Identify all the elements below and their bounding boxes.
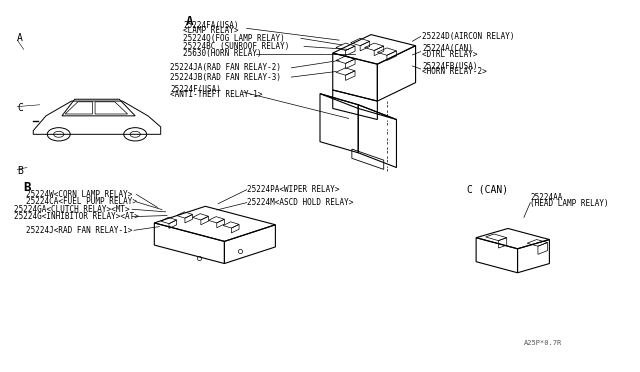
Text: 25224G<INHIBITOR RELAY><AT>: 25224G<INHIBITOR RELAY><AT>: [14, 212, 139, 221]
Text: (HEAD LAMP RELAY): (HEAD LAMP RELAY): [531, 199, 609, 208]
Text: 25630(HORN RELAY): 25630(HORN RELAY): [183, 49, 262, 58]
Text: B: B: [24, 181, 31, 194]
Text: <HORN RELAY-2>: <HORN RELAY-2>: [422, 67, 486, 76]
Text: 25224M<ASCD HOLD RELAY>: 25224M<ASCD HOLD RELAY>: [246, 198, 353, 207]
Text: 25224W<CORN LAMP RELAY>: 25224W<CORN LAMP RELAY>: [26, 190, 132, 199]
Text: 25224FA(USA): 25224FA(USA): [183, 21, 239, 30]
Text: 25224PA<WIPER RELAY>: 25224PA<WIPER RELAY>: [246, 185, 339, 194]
Text: 25224FB(USA): 25224FB(USA): [422, 61, 477, 71]
Text: 25224CA<FUEL PUMP RELAY>: 25224CA<FUEL PUMP RELAY>: [26, 198, 136, 206]
Text: <ANTI-THEFT RELAY-1>: <ANTI-THEFT RELAY-1>: [170, 90, 263, 99]
Text: C (CAN): C (CAN): [467, 185, 508, 195]
Text: 25224BC (SUNROOF RELAY): 25224BC (SUNROOF RELAY): [183, 42, 289, 51]
Text: B: B: [17, 166, 23, 176]
Text: 25224GA<CLUTCH RELAY><MT>: 25224GA<CLUTCH RELAY><MT>: [14, 205, 130, 214]
Text: A: A: [186, 15, 194, 28]
Text: 25224D(AIRCON RELAY): 25224D(AIRCON RELAY): [422, 32, 515, 41]
Text: A: A: [17, 33, 23, 43]
Text: <LAMP RELAY>: <LAMP RELAY>: [183, 26, 239, 35]
Text: 25224F(USA): 25224F(USA): [170, 85, 221, 94]
Text: 25224J<RAD FAN RELAY-1>: 25224J<RAD FAN RELAY-1>: [26, 226, 132, 235]
Text: 25224A(CAN): 25224A(CAN): [422, 44, 473, 53]
Text: 25224AA: 25224AA: [531, 193, 563, 202]
Text: 25224JB(RAD FAN RELAY-3): 25224JB(RAD FAN RELAY-3): [170, 73, 281, 81]
Text: <DTRL RELAY>: <DTRL RELAY>: [422, 50, 477, 59]
Text: 25224Q(FOG LAMP RELAY): 25224Q(FOG LAMP RELAY): [183, 34, 285, 43]
Text: A25P*0.7R: A25P*0.7R: [524, 340, 562, 346]
Text: C: C: [17, 103, 23, 113]
Text: 25224JA(RAD FAN RELAY-2): 25224JA(RAD FAN RELAY-2): [170, 63, 281, 72]
